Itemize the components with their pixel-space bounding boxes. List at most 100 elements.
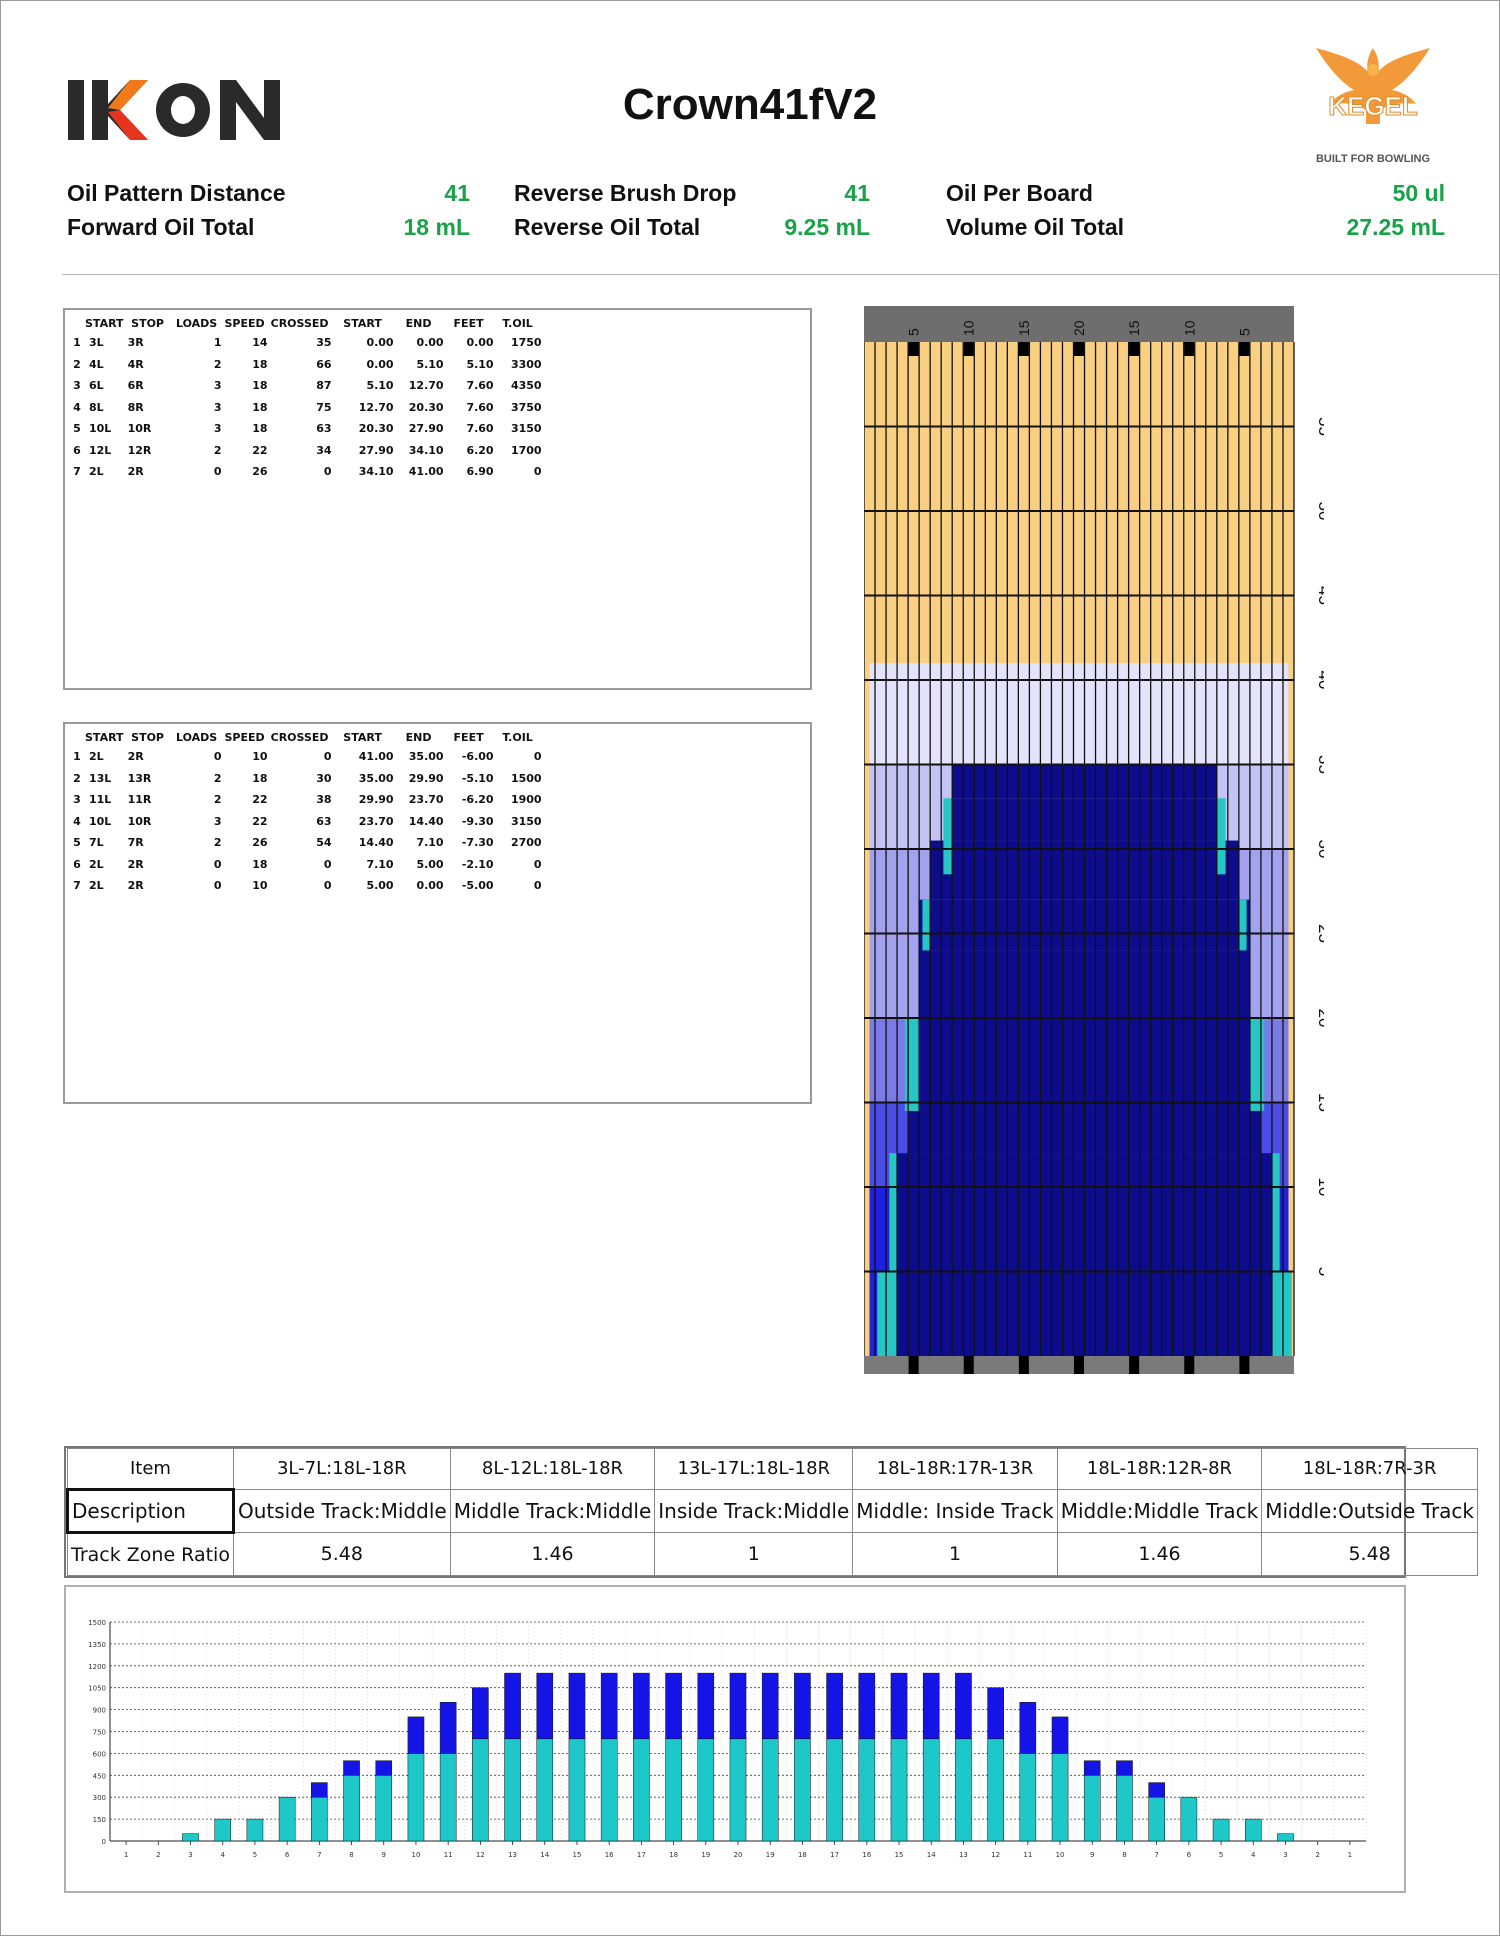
reverse-oil-total-label: Reverse Oil Total xyxy=(514,214,701,240)
zone-item: 18L-18R:12R-8R xyxy=(1056,1448,1263,1490)
table-cell: 8L xyxy=(89,400,104,414)
lane-top-label: 5 xyxy=(1236,328,1252,336)
x-tick-label: 10 xyxy=(1056,1851,1065,1859)
arrow-marker-top xyxy=(1184,342,1195,356)
bar-segment-teal xyxy=(1051,1753,1069,1842)
bar-segment-teal xyxy=(504,1738,521,1842)
bar-segment-blue xyxy=(472,1687,489,1740)
table-cell: 20.30 xyxy=(358,422,394,436)
lane-distance-label: 40 xyxy=(1315,671,1324,690)
x-tick-label: 15 xyxy=(895,1851,904,1859)
table-cell: 0 xyxy=(213,879,222,893)
bar-segment-blue xyxy=(633,1672,650,1740)
table-cell: 22 xyxy=(252,443,268,457)
track-zone-item-row: Item 3L-7L:18L-18R 8L-12L:18L-18R 13L-17L:… xyxy=(67,1448,1478,1490)
table-cell: 0 xyxy=(533,750,542,764)
x-tick-label: 6 xyxy=(1187,1851,1192,1859)
table-cell: 3 xyxy=(213,814,222,828)
forward-col-header: CROSSED xyxy=(270,316,329,330)
table-cell: 0.00 xyxy=(416,336,444,350)
bar-segment-teal xyxy=(278,1796,296,1842)
x-tick-label: 13 xyxy=(508,1851,517,1859)
description-label[interactable]: Description xyxy=(66,1487,235,1535)
x-tick-label: 11 xyxy=(1023,1851,1032,1859)
table-cell: 1900 xyxy=(510,793,542,807)
reverse-brush-drop-label: Reverse Brush Drop xyxy=(514,180,737,206)
table-cell: 54 xyxy=(316,836,332,850)
lane-distance-label: 50 xyxy=(1315,502,1324,521)
table-cell: 6.90 xyxy=(466,465,494,479)
reverse-col-header: T.OIL xyxy=(502,730,533,744)
bar-segment-teal xyxy=(922,1738,940,1842)
forward-table-header: START STOP LOADS SPEED CROSSED START END FEET T.… xyxy=(69,314,542,332)
table-cell: 6 xyxy=(73,857,81,871)
table-cell: 0 xyxy=(213,750,222,764)
x-tick-label: 3 xyxy=(1283,1851,1287,1859)
table-cell: 0.00 xyxy=(366,357,394,371)
table-cell: 2L xyxy=(89,465,104,479)
zone-description: Outside Track:Middle xyxy=(232,1488,451,1534)
table-cell: 0 xyxy=(533,879,542,893)
zone-description: Middle:Outside Track xyxy=(1261,1488,1478,1534)
x-tick-label: 9 xyxy=(1090,1851,1094,1859)
table-cell: 12L xyxy=(89,443,112,457)
table-cell: 4 xyxy=(73,814,81,828)
table-cell: 30 xyxy=(316,771,332,785)
arrow-marker-bottom xyxy=(1129,1356,1140,1374)
table-cell: 14 xyxy=(252,336,268,350)
lane-top-label: 10 xyxy=(961,320,977,336)
x-tick-label: 17 xyxy=(830,1851,839,1859)
table-row: 2 4L 4R 2 18 66 0.00 5.10 5.10 3300 xyxy=(69,354,542,376)
bar-segment-teal xyxy=(794,1738,811,1842)
table-cell: -2.10 xyxy=(461,857,494,871)
table-cell: 3300 xyxy=(510,357,542,371)
y-tick-label: 1500 xyxy=(88,1619,106,1627)
reverse-steps-panel: START STOP LOADS SPEED CROSSED START END FEET T.… xyxy=(63,722,812,1104)
x-tick-label: 2 xyxy=(156,1851,160,1859)
reverse-table-body: 1 2L 2R 0 10 0 41.00 35.00 -6.00 0 2 13L 13R 2 18 30 35.… xyxy=(69,746,542,897)
table-cell: 29.90 xyxy=(358,793,394,807)
arrow-marker-bottom xyxy=(1018,1356,1029,1374)
x-tick-label: 10 xyxy=(411,1851,420,1859)
x-tick-label: 2 xyxy=(1315,1851,1319,1859)
table-cell: 3750 xyxy=(510,400,542,414)
x-tick-label: 18 xyxy=(798,1851,807,1859)
lane-oil-band xyxy=(869,663,1289,765)
table-cell: 38 xyxy=(316,793,332,807)
kegel-wordmark: KEGEL xyxy=(1328,91,1418,121)
table-cell: 3150 xyxy=(510,814,542,828)
table-cell: 12.70 xyxy=(358,400,394,414)
bar-segment-blue xyxy=(407,1716,425,1754)
table-row: 3 6L 6R 3 18 87 5.10 12.70 7.60 4350 xyxy=(69,375,541,397)
table-cell: 29.90 xyxy=(408,771,444,785)
oil-pattern-distance-label: Oil Pattern Distance xyxy=(67,180,286,206)
table-cell: -7.30 xyxy=(461,836,494,850)
forward-col-header: STOP xyxy=(131,316,164,330)
table-cell: 2R xyxy=(127,879,144,893)
table-cell: 0 xyxy=(213,857,222,871)
arrow-marker-bottom xyxy=(908,1356,919,1374)
table-cell: 2 xyxy=(213,793,222,807)
table-cell: 7.60 xyxy=(466,400,494,414)
table-cell: 7 xyxy=(73,879,81,893)
bar-segment-blue xyxy=(1051,1716,1069,1754)
table-cell: 0 xyxy=(533,857,542,871)
lane-teal-edge xyxy=(1271,1271,1292,1356)
y-tick-label: 1200 xyxy=(88,1663,106,1671)
table-cell: 2L xyxy=(89,857,104,871)
table-cell: 35 xyxy=(316,336,332,350)
table-cell: 3 xyxy=(73,793,81,807)
bar-segment-teal xyxy=(246,1818,264,1842)
table-cell: -6.00 xyxy=(461,750,494,764)
x-tick-label: 11 xyxy=(444,1851,453,1859)
lane-distance-label: 45 xyxy=(1315,586,1324,605)
lane-header-bar xyxy=(864,306,1294,342)
table-cell: 1 xyxy=(213,336,222,350)
bar-segment-teal xyxy=(1244,1818,1262,1842)
table-row: 1 3L 3R 1 14 35 0.00 0.00 0.00 1750 xyxy=(69,332,541,354)
arrow-marker-top xyxy=(908,342,919,356)
table-cell: 0 xyxy=(323,750,332,764)
reverse-col-header: STOP xyxy=(131,730,164,744)
forward-col-header: T.OIL xyxy=(502,316,533,330)
table-cell: 63 xyxy=(316,814,332,828)
